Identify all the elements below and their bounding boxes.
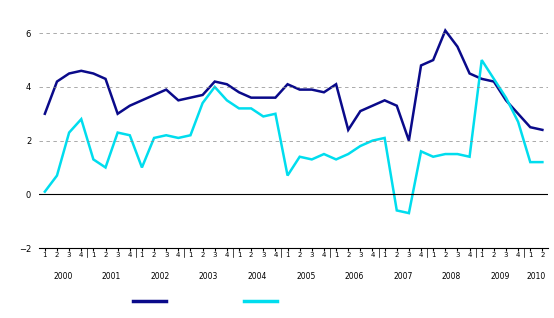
Text: 2001: 2001 <box>102 272 121 281</box>
Text: 2003: 2003 <box>199 272 218 281</box>
Text: 2006: 2006 <box>345 272 364 281</box>
Text: 2008: 2008 <box>442 272 461 281</box>
Text: 2010: 2010 <box>527 272 546 281</box>
Text: 2007: 2007 <box>393 272 413 281</box>
Text: 2009: 2009 <box>490 272 510 281</box>
Text: 2002: 2002 <box>151 272 170 281</box>
Text: 2000: 2000 <box>53 272 73 281</box>
Text: 2004: 2004 <box>248 272 267 281</box>
Text: 2005: 2005 <box>296 272 315 281</box>
